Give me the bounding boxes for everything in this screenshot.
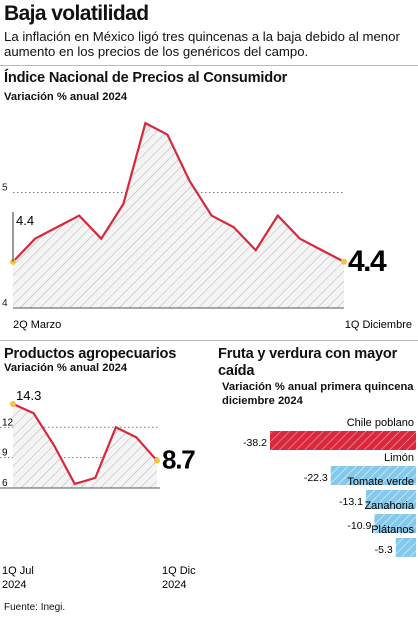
inpc-chart-subtitle: Variación % anual 2024	[4, 91, 128, 103]
fruta-subtitle-line1: Variación % anual primera quincena	[222, 381, 414, 393]
fruta-title-line1: Fruta y verdura con mayor	[218, 346, 398, 362]
fruta-value-label: -38.2	[243, 437, 267, 449]
fruta-chart-subtitle: Variación % anual primera quincena dicie…	[222, 380, 414, 408]
fruta-bar	[395, 538, 416, 557]
agro-series-line	[12, 403, 158, 486]
divider-middle	[0, 340, 418, 341]
agro-ytick-label: 6	[2, 478, 8, 489]
fruta-value-label: -10.9	[347, 520, 371, 532]
agro-ytick-label: 9	[2, 448, 8, 459]
agro-x-start-label-line1: 1Q Jul	[2, 565, 34, 577]
agro-x-end-label-line1: 1Q Dic	[162, 565, 196, 577]
agro-point	[154, 457, 160, 464]
inpc-start-value-label: 4.4	[16, 213, 34, 228]
agro-start-value-label: 14.3	[16, 388, 41, 403]
agro-chart: 6 9 12 14.3 8.7 1Q Jul 2024 1Q Dic 2024	[0, 388, 196, 590]
agro-x-end-label-line2: 2024	[162, 579, 186, 590]
agro-chart-subtitle: Variación % anual 2024	[4, 362, 128, 374]
source-note: Fuente: Inegi.	[4, 602, 66, 613]
agro-point	[10, 401, 16, 408]
fruta-bar	[374, 514, 416, 533]
inpc-area	[13, 123, 344, 308]
agro-chart-title: Productos agropecuarios	[4, 346, 177, 362]
inpc-x-start-label: 2Q Marzo	[13, 319, 61, 331]
fruta-category-label: Chile poblano	[347, 417, 414, 429]
fruta-subtitle-line2: diciembre 2024	[222, 395, 303, 407]
fruta-chart-title: Fruta y verdura con mayor caída	[218, 346, 397, 380]
divider-top	[0, 65, 418, 66]
agro-end-value-label: 8.7	[162, 445, 195, 475]
agro-x-start-label-line2: 2024	[2, 579, 26, 590]
fruta-title-line2: caída	[218, 363, 255, 379]
fruta-chart: Chile poblano -38.2 Limón -22.3 Tomate verde…	[243, 417, 416, 557]
agro-ytick-label: 12	[2, 417, 14, 428]
inpc-series-line	[12, 121, 345, 263]
fruta-category-label: Zanahoria	[364, 500, 414, 512]
intro-text: La inflación en México ligó tres quincen…	[4, 29, 400, 59]
fruta-category-label: Tomate verde	[347, 476, 414, 488]
fruta-value-label: -5.3	[375, 544, 393, 556]
fruta-category-label: Plátanos	[371, 524, 414, 536]
fruta-value-label: -22.3	[304, 472, 328, 484]
agro-area	[13, 404, 157, 488]
fruta-value-label: -13.1	[339, 496, 363, 508]
inpc-chart-title: Índice Nacional de Precios al Consumidor	[4, 70, 288, 86]
inpc-x-end-label: 1Q Diciembre	[345, 319, 412, 331]
inpc-ytick-label: 5	[2, 182, 8, 193]
fruta-bar	[365, 490, 416, 509]
page-title: Baja volatilidad	[4, 2, 149, 25]
fruta-bar	[270, 431, 416, 450]
inpc-ytick-label: 4	[2, 298, 8, 309]
inpc-chart: 4 5 4.4 4.4 2Q Marzo 1Q Diciembre	[2, 121, 412, 331]
inpc-end-value-label: 4.4	[348, 245, 387, 278]
inpc-point	[341, 258, 347, 265]
fruta-bar	[330, 466, 416, 485]
fruta-category-label: Limón	[384, 452, 414, 464]
